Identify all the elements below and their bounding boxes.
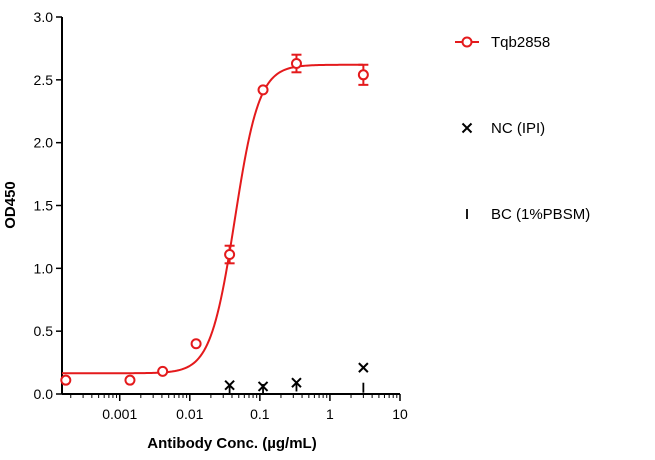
nc-ipi-legend-marker [461,122,473,134]
tqb2858-point [190,338,202,350]
x-tick-label: 10 [392,406,408,422]
axes [61,17,400,395]
x-axis-title: Antibody Conc. (µg/mL) [147,435,316,452]
nc-ipi-legend-label: NC (IPI) [491,120,545,137]
y-tick-label: 1.5 [34,198,54,214]
legend: Tqb2858 NC (IPI) BC (1%PBSM) [455,34,590,223]
x-tick-label: 1 [326,406,334,422]
tqb2858-point [157,365,169,377]
x-tick-label: 0.1 [250,406,270,422]
tqb2858-point [60,374,72,386]
x-stroke [358,362,369,373]
y-axis-title: OD450 [2,181,19,229]
fit-curves [62,63,363,375]
y-tick-label: 2.5 [34,72,54,88]
y-tick-label: 0.5 [34,323,54,339]
data-marks [60,53,369,394]
nc-ipi-point [358,362,369,373]
y-tick-label: 3.0 [34,9,54,25]
tqb2858-legend-label: Tqb2858 [491,34,550,51]
bc-1-pbsm-legend-label: BC (1%PBSM) [491,206,590,223]
tqb2858-point [290,57,302,69]
tqb2858-point [124,374,136,386]
tqb2858-point [224,249,236,261]
y-tick-label: 2.0 [34,135,54,151]
tqb2858-fit-curve [62,63,363,375]
tqb2858-point [357,69,369,81]
x-tick-label: 0.001 [102,406,137,422]
tqb2858-point [257,84,269,96]
tick-marks: 0.0 0.5 1.0 1.5 2.0 2.5 3.0 0.001 0.01 0.1 1 10 [34,9,408,422]
x-tick-label: 0.01 [176,406,203,422]
y-tick-label: 1.0 [34,260,54,276]
tqb2858-legend-marker [461,36,473,48]
y-tick-label: 0.0 [34,386,54,402]
x-stroke [461,122,473,134]
